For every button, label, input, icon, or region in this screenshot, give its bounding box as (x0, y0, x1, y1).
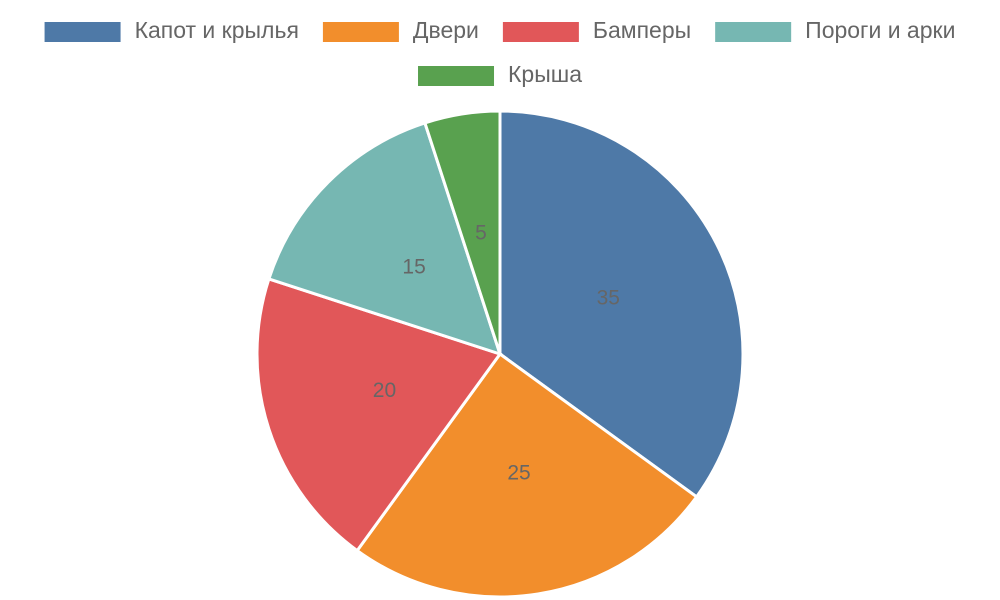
legend-label: Капот и крылья (135, 17, 299, 43)
data-label: 20 (373, 379, 396, 402)
data-label: 35 (597, 286, 620, 309)
pie-slice (423, 109, 502, 355)
legend-swatch (418, 66, 495, 86)
legend-swatch (322, 22, 399, 42)
legend-label: Двери (413, 17, 479, 43)
legend-swatch (715, 22, 792, 42)
legend-label: Крыша (508, 61, 582, 87)
legend-label: Бамперы (593, 17, 691, 43)
legend-swatch (44, 22, 121, 42)
legend-label: Пороги и арки (805, 17, 955, 43)
legend-swatch (502, 22, 579, 42)
pie-slice (498, 109, 745, 499)
data-label: 5 (475, 222, 487, 245)
data-label: 15 (402, 256, 425, 279)
pie-slice (355, 351, 699, 599)
pie-slice (255, 277, 503, 553)
data-label: 25 (507, 462, 530, 485)
